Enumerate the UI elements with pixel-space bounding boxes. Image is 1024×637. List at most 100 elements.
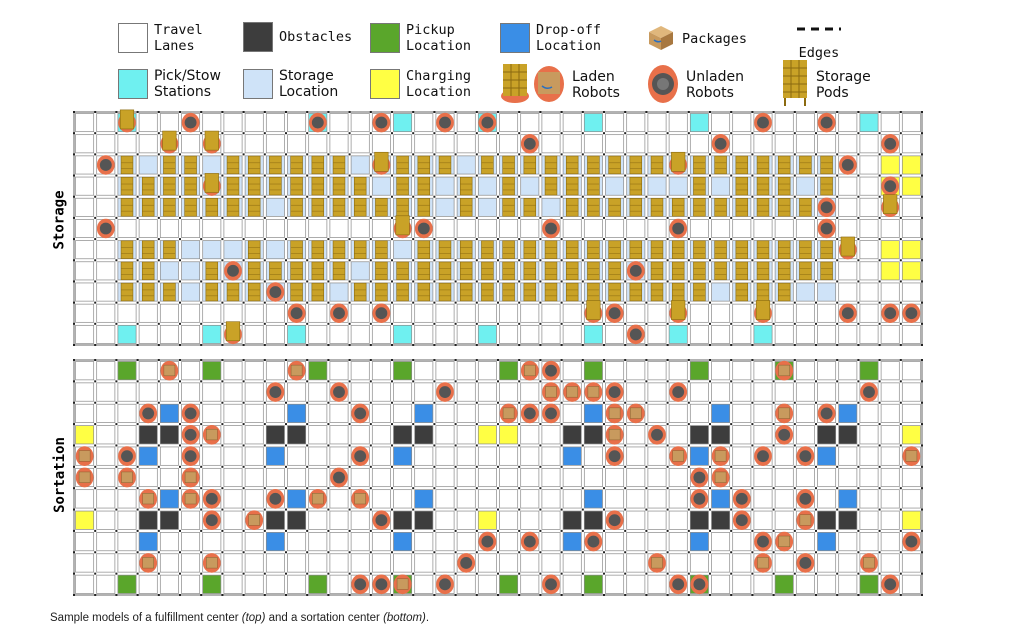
legend-swatch-dropoff [500, 23, 530, 53]
legend-label-dropoff: Drop-off Location [536, 22, 602, 54]
storage-edge-node [327, 216, 330, 219]
robot-body [693, 471, 706, 484]
storage-edge-node [666, 322, 669, 325]
storage-edge-node [454, 322, 457, 325]
storage-edge-node [136, 132, 139, 135]
sortation-edge-node [518, 508, 521, 511]
storage-edge-node [242, 174, 245, 177]
sortation-cell [138, 532, 158, 552]
storage-edge-node [369, 280, 372, 283]
storage-pod [162, 130, 177, 151]
robot-body [375, 116, 388, 129]
sortation-cell [435, 403, 455, 423]
sortation-cell [117, 553, 137, 573]
storage-edge-node [433, 344, 436, 346]
sortation-edge-node [899, 572, 902, 575]
storage-cell [817, 303, 837, 323]
sortation-edge-node [391, 444, 393, 447]
sortation-edge-node [624, 572, 627, 575]
sortation-cell [456, 382, 476, 402]
sortation-edge-node [391, 529, 393, 532]
storage-pod [247, 198, 261, 217]
storage-edge-node [221, 111, 224, 113]
sortation-edge-node [581, 529, 584, 532]
sortation-edge-node [751, 551, 754, 554]
sortation-cell [414, 574, 434, 594]
storage-cell [159, 303, 179, 323]
sortation-edge-node [921, 529, 923, 532]
storage-cell [138, 324, 158, 344]
sortation-cell [838, 446, 858, 466]
sortation-cell [265, 510, 285, 530]
storage-edge-node [136, 195, 139, 198]
legend-swatch-storage [243, 69, 273, 99]
sortation-edge-node [221, 359, 224, 361]
sortation-edge-node [815, 359, 817, 361]
storage-cell [901, 197, 921, 217]
storage-edge-node [94, 238, 97, 241]
sortation-edge-node [815, 423, 817, 426]
storage-edge-node [497, 216, 499, 219]
storage-cell [329, 113, 349, 133]
storage-cell [435, 324, 455, 344]
storage-edge-node [666, 344, 669, 346]
storage-edge-node [539, 195, 542, 198]
sortation-edge-node [242, 380, 245, 383]
sortation-cell [350, 361, 370, 381]
sortation-cell [244, 382, 264, 402]
storage-edge-node [518, 216, 521, 219]
storage-cell [138, 113, 158, 133]
storage-edge-node [73, 111, 75, 113]
robot-body [820, 222, 833, 235]
robot-body [184, 428, 197, 441]
storage-pod [799, 155, 812, 175]
sortation-edge-node [645, 359, 648, 361]
sortation-edge-node [263, 380, 266, 383]
robot-body [523, 137, 536, 150]
storage-edge-node [730, 301, 733, 304]
sortation-edge-node [475, 594, 478, 596]
storage-edge-node [285, 301, 287, 304]
sortation-edge-node [242, 423, 245, 426]
sortation-edge-node [475, 487, 478, 490]
storage-pod [693, 261, 706, 281]
storage-edge-node [327, 344, 330, 346]
sortation-cell [583, 574, 603, 594]
sortation-cell [181, 553, 201, 573]
sortation-edge-node [793, 551, 796, 554]
sortation-cell [393, 446, 413, 466]
storage-edge-node [857, 238, 860, 241]
sortation-cell [223, 489, 243, 509]
sortation-edge-node [581, 465, 584, 468]
sortation-edge-node [115, 508, 118, 511]
storage-cell [350, 261, 370, 281]
sortation-cell [838, 403, 858, 423]
storage-cell [711, 324, 731, 344]
sortation-cell [711, 403, 731, 423]
robot-body [311, 116, 324, 129]
sortation-cell [753, 403, 773, 423]
storage-edge-node [581, 238, 584, 241]
sortation-edge-node [581, 380, 584, 383]
storage-edge-node [815, 195, 817, 198]
sortation-cell [880, 510, 900, 530]
storage-pod [523, 198, 537, 217]
sortation-cell [711, 382, 731, 402]
sortation-edge-node [687, 401, 690, 404]
package [121, 471, 133, 483]
sortation-cell [329, 425, 349, 445]
sortation-cell [541, 510, 561, 530]
sortation-cell [371, 446, 391, 466]
storage-cell [583, 134, 603, 154]
sortation-cell [244, 553, 264, 573]
storage-pod [204, 130, 219, 151]
robot-body [629, 264, 642, 277]
storage-edge-node [94, 195, 97, 198]
sortation-cell [159, 489, 179, 509]
sortation-edge-node [475, 551, 478, 554]
storage-pod [544, 261, 558, 281]
robot-body [799, 557, 812, 569]
storage-edge-node [645, 280, 648, 283]
package-icon [646, 22, 676, 56]
sortation-cell [901, 403, 921, 423]
